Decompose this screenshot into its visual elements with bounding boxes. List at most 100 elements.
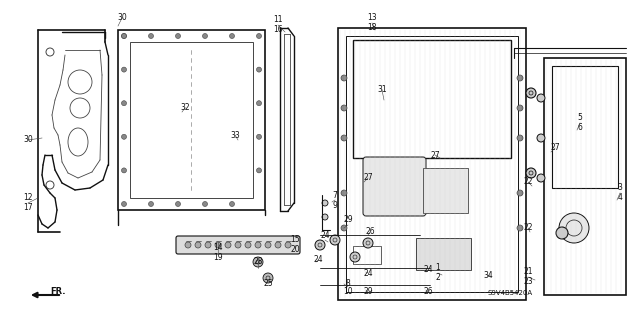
Circle shape xyxy=(253,257,263,267)
Text: S9V4B5420A: S9V4B5420A xyxy=(488,290,533,296)
Text: 11: 11 xyxy=(273,16,283,25)
Text: 20: 20 xyxy=(290,246,300,255)
Circle shape xyxy=(255,242,261,248)
Circle shape xyxy=(122,33,127,39)
Circle shape xyxy=(341,190,347,196)
Bar xyxy=(423,168,468,213)
Text: 17: 17 xyxy=(23,204,33,212)
Text: 31: 31 xyxy=(377,85,387,94)
Text: 22: 22 xyxy=(524,224,532,233)
Text: 29: 29 xyxy=(363,287,373,296)
Bar xyxy=(338,28,526,300)
Circle shape xyxy=(341,135,347,141)
Circle shape xyxy=(195,242,201,248)
Text: 13: 13 xyxy=(367,13,377,23)
Circle shape xyxy=(225,242,231,248)
Text: 4: 4 xyxy=(618,194,623,203)
Circle shape xyxy=(517,75,523,81)
Bar xyxy=(416,238,471,270)
Bar xyxy=(552,66,618,188)
Circle shape xyxy=(526,88,536,98)
Bar xyxy=(118,30,265,210)
Text: 32: 32 xyxy=(180,103,190,113)
Text: 6: 6 xyxy=(577,123,582,132)
FancyBboxPatch shape xyxy=(176,236,300,254)
Circle shape xyxy=(517,190,523,196)
Circle shape xyxy=(341,105,347,111)
Text: 18: 18 xyxy=(367,24,377,33)
Circle shape xyxy=(526,168,536,178)
Circle shape xyxy=(350,252,360,262)
Text: 5: 5 xyxy=(577,114,582,122)
Text: 10: 10 xyxy=(343,287,353,296)
Text: FR.: FR. xyxy=(50,286,65,295)
Circle shape xyxy=(235,242,241,248)
Circle shape xyxy=(263,273,273,283)
Circle shape xyxy=(537,134,545,142)
Text: 27: 27 xyxy=(550,144,560,152)
Text: 24: 24 xyxy=(363,269,373,278)
Text: 27: 27 xyxy=(430,151,440,160)
Text: 16: 16 xyxy=(273,26,283,34)
Circle shape xyxy=(265,242,271,248)
Circle shape xyxy=(341,225,347,231)
Circle shape xyxy=(175,33,180,39)
Circle shape xyxy=(122,67,127,72)
Text: 26: 26 xyxy=(365,227,375,236)
Text: 27: 27 xyxy=(363,174,373,182)
Circle shape xyxy=(341,75,347,81)
Circle shape xyxy=(257,134,262,139)
Text: 34: 34 xyxy=(483,271,493,279)
Text: 1: 1 xyxy=(436,263,440,272)
Text: 22: 22 xyxy=(524,177,532,187)
Circle shape xyxy=(315,240,325,250)
Circle shape xyxy=(202,202,207,206)
Circle shape xyxy=(275,242,281,248)
Bar xyxy=(353,246,381,264)
Text: 8: 8 xyxy=(346,278,350,287)
Bar xyxy=(346,36,518,292)
Circle shape xyxy=(230,33,234,39)
Circle shape xyxy=(122,168,127,173)
Text: 25: 25 xyxy=(263,279,273,288)
Text: 24: 24 xyxy=(320,231,330,240)
Circle shape xyxy=(230,202,234,206)
Circle shape xyxy=(257,67,262,72)
Circle shape xyxy=(205,242,211,248)
Circle shape xyxy=(215,242,221,248)
Circle shape xyxy=(537,174,545,182)
Circle shape xyxy=(322,214,328,220)
Circle shape xyxy=(559,213,589,243)
Circle shape xyxy=(363,238,373,248)
Circle shape xyxy=(202,33,207,39)
Circle shape xyxy=(517,225,523,231)
Circle shape xyxy=(257,33,262,39)
Circle shape xyxy=(257,168,262,173)
Circle shape xyxy=(257,101,262,106)
Circle shape xyxy=(122,33,127,39)
Text: 29: 29 xyxy=(343,216,353,225)
FancyBboxPatch shape xyxy=(363,157,426,216)
Circle shape xyxy=(556,227,568,239)
Circle shape xyxy=(122,202,127,206)
Text: 21: 21 xyxy=(524,268,532,277)
Text: 15: 15 xyxy=(290,235,300,244)
Circle shape xyxy=(330,235,340,245)
Circle shape xyxy=(245,242,251,248)
Bar xyxy=(353,40,511,158)
Bar xyxy=(130,42,253,198)
Text: 14: 14 xyxy=(213,243,223,253)
Circle shape xyxy=(517,135,523,141)
Circle shape xyxy=(175,202,180,206)
Text: 3: 3 xyxy=(618,183,623,192)
Circle shape xyxy=(185,242,191,248)
Text: 33: 33 xyxy=(230,130,240,139)
Text: 19: 19 xyxy=(213,254,223,263)
Circle shape xyxy=(517,105,523,111)
Text: 24: 24 xyxy=(423,265,433,275)
Circle shape xyxy=(148,33,154,39)
Text: 26: 26 xyxy=(423,287,433,296)
Circle shape xyxy=(322,200,328,206)
Bar xyxy=(544,58,626,295)
Text: 30: 30 xyxy=(23,136,33,145)
